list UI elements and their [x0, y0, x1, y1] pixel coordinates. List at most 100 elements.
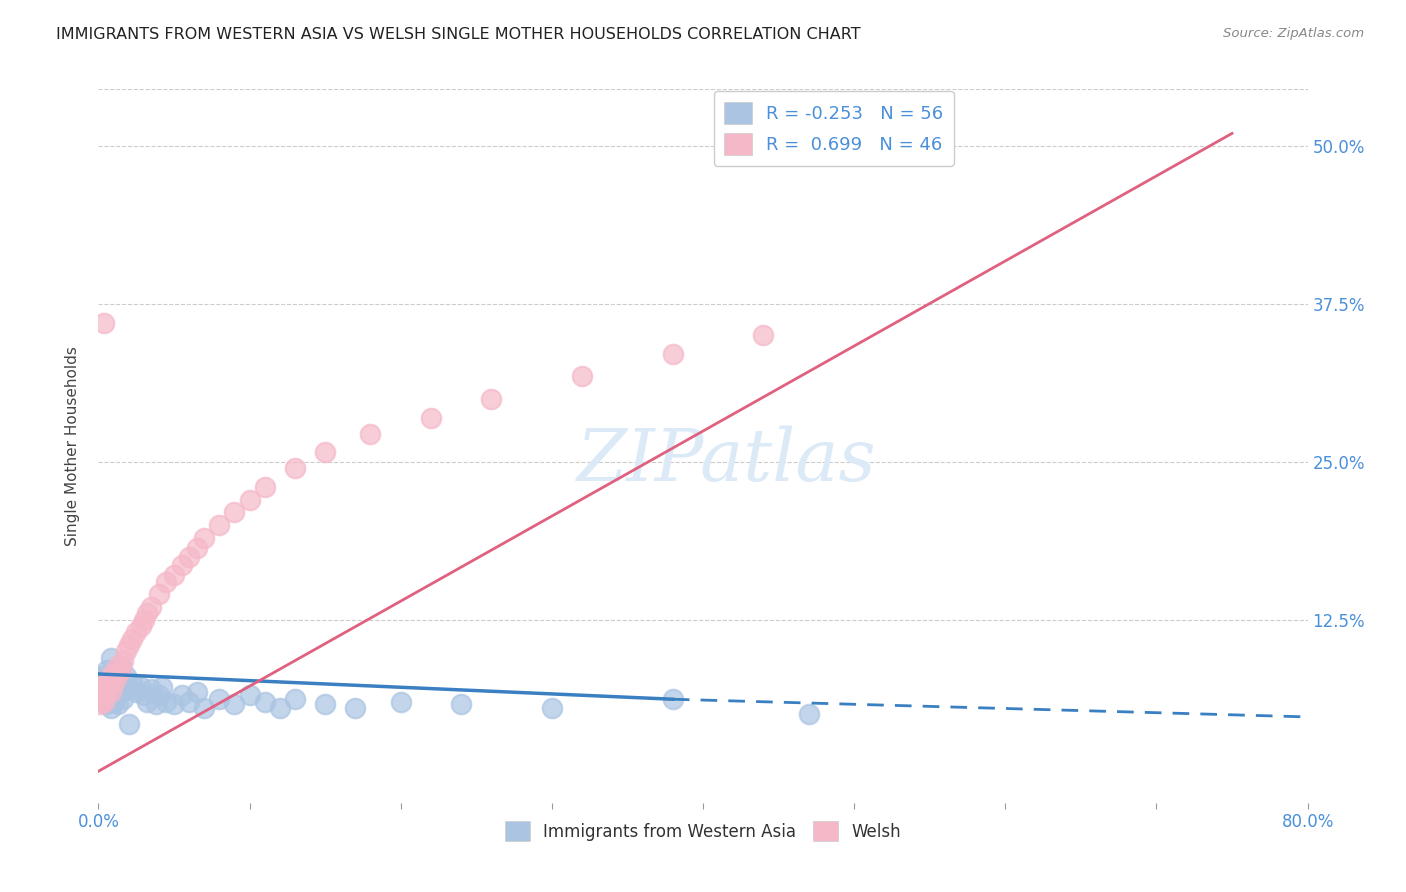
Point — [90, 684, 112, 698]
Point — [150, 680, 173, 694]
Point — [90, 689, 112, 703]
Point — [103, 675, 125, 690]
Point — [107, 659, 129, 673]
Point — [481, 392, 503, 406]
Point — [114, 669, 136, 683]
Point — [132, 689, 155, 703]
Point — [105, 689, 128, 703]
Point — [253, 480, 276, 494]
Point — [104, 682, 127, 697]
Point — [752, 328, 775, 343]
Point — [208, 517, 231, 532]
Point — [105, 669, 128, 683]
Point — [118, 638, 141, 652]
Point — [129, 619, 152, 633]
Point — [89, 689, 111, 703]
Point — [101, 667, 124, 681]
Point — [100, 701, 122, 715]
Point — [155, 695, 177, 709]
Point — [94, 684, 117, 698]
Point — [96, 663, 118, 677]
Point — [389, 695, 412, 709]
Point — [284, 461, 307, 475]
Point — [91, 669, 114, 683]
Point — [94, 698, 117, 712]
Point — [135, 607, 157, 621]
Point — [284, 692, 307, 706]
Point — [125, 684, 148, 698]
Point — [253, 695, 276, 709]
Point — [155, 574, 177, 589]
Point — [91, 682, 114, 697]
Point — [170, 558, 193, 573]
Point — [103, 695, 125, 709]
Point — [360, 427, 382, 442]
Point — [110, 684, 132, 698]
Point — [269, 701, 291, 715]
Point — [91, 689, 114, 703]
Point — [208, 692, 231, 706]
Point — [193, 531, 215, 545]
Point — [148, 587, 170, 601]
Point — [121, 632, 143, 646]
Point — [661, 347, 683, 361]
Point — [90, 680, 112, 694]
Point — [93, 695, 115, 709]
Point — [239, 492, 262, 507]
Point — [141, 682, 163, 697]
Point — [94, 675, 117, 690]
Point — [93, 692, 115, 706]
Point — [239, 689, 262, 703]
Point — [103, 675, 125, 690]
Point — [110, 659, 132, 673]
Point — [118, 682, 141, 697]
Point — [100, 650, 122, 665]
Point — [101, 684, 124, 698]
Text: ZIPatlas: ZIPatlas — [578, 425, 877, 496]
Point — [96, 680, 118, 694]
Point — [224, 505, 246, 519]
Point — [179, 549, 201, 564]
Point — [420, 410, 443, 425]
Point — [186, 684, 208, 698]
Point — [571, 368, 593, 383]
Point — [89, 684, 111, 698]
Point — [110, 663, 132, 677]
Y-axis label: Single Mother Households: Single Mother Households — [65, 346, 80, 546]
Point — [145, 698, 167, 712]
Point — [450, 698, 472, 712]
Point — [135, 695, 157, 709]
Point — [121, 675, 143, 690]
Point — [163, 698, 186, 712]
Point — [89, 675, 111, 690]
Point — [90, 692, 112, 706]
Point — [107, 698, 129, 712]
Point — [186, 541, 208, 555]
Point — [91, 680, 114, 694]
Point — [179, 695, 201, 709]
Point — [94, 675, 117, 690]
Point — [98, 672, 121, 686]
Point — [193, 701, 215, 715]
Text: Source: ZipAtlas.com: Source: ZipAtlas.com — [1223, 27, 1364, 40]
Legend: Immigrants from Western Asia, Welsh: Immigrants from Western Asia, Welsh — [498, 814, 908, 848]
Point — [118, 717, 141, 731]
Point — [344, 701, 367, 715]
Point — [224, 698, 246, 712]
Point — [314, 444, 336, 458]
Text: IMMIGRANTS FROM WESTERN ASIA VS WELSH SINGLE MOTHER HOUSEHOLDS CORRELATION CHART: IMMIGRANTS FROM WESTERN ASIA VS WELSH SI… — [56, 27, 860, 42]
Point — [111, 692, 134, 706]
Point — [170, 689, 193, 703]
Point — [163, 568, 186, 582]
Point — [141, 600, 163, 615]
Point — [91, 695, 114, 709]
Point — [148, 689, 170, 703]
Point — [314, 698, 336, 712]
Point — [129, 680, 152, 694]
Point — [89, 698, 111, 712]
Point — [108, 680, 131, 694]
Point — [96, 689, 118, 703]
Point — [797, 707, 820, 722]
Point — [98, 680, 121, 694]
Point — [93, 316, 115, 330]
